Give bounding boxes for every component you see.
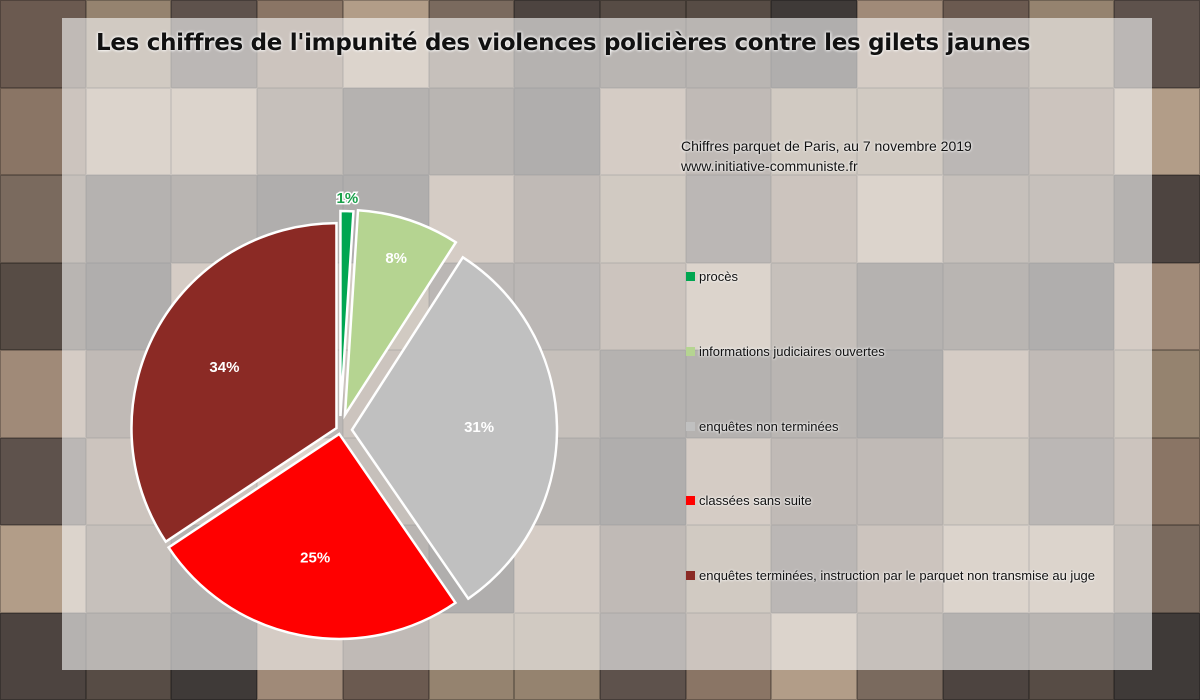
legend-label: procès bbox=[699, 269, 739, 284]
legend-label: enquêtes non terminées bbox=[699, 419, 839, 434]
legend-item-3: classées sans suite bbox=[686, 492, 1106, 510]
slice-label-3: 25% bbox=[300, 550, 330, 567]
pie-slice-4 bbox=[130, 221, 338, 544]
legend-item-0: procès bbox=[686, 268, 1106, 286]
slice-label-1: 8% bbox=[385, 250, 407, 267]
pie-slice-0 bbox=[339, 209, 355, 417]
source-line-website: www.initiative-communiste.fr bbox=[681, 158, 858, 174]
legend-item-1: informations judiciaires ouvertes bbox=[686, 343, 1106, 361]
legend-swatch bbox=[686, 347, 695, 356]
slice-label-2: 31% bbox=[464, 419, 494, 436]
legend-item-2: enquêtes non terminées bbox=[686, 418, 1106, 436]
legend-swatch bbox=[686, 272, 695, 281]
pie-slice-1 bbox=[343, 208, 458, 420]
legend-label: informations judiciaires ouvertes bbox=[699, 344, 885, 359]
legend-swatch bbox=[686, 496, 695, 505]
legend-label: classées sans suite bbox=[699, 493, 812, 508]
chart-title: Les chiffres de l'impunité des violences… bbox=[96, 30, 1031, 56]
slice-label-4: 34% bbox=[209, 359, 239, 376]
pie-slice-3 bbox=[166, 432, 458, 641]
slice-label-0: 1% bbox=[336, 190, 358, 207]
legend-swatch bbox=[686, 571, 695, 580]
pie-slice-2 bbox=[350, 255, 559, 601]
source-line-date: Chiffres parquet de Paris, au 7 novembre… bbox=[681, 138, 972, 154]
legend-item-4: enquêtes terminées, instruction par le p… bbox=[686, 567, 1106, 585]
source-note: Chiffres parquet de Paris, au 7 novembre… bbox=[681, 136, 972, 176]
legend-swatch bbox=[686, 422, 695, 431]
legend-label: enquêtes terminées, instruction par le p… bbox=[699, 568, 1096, 583]
